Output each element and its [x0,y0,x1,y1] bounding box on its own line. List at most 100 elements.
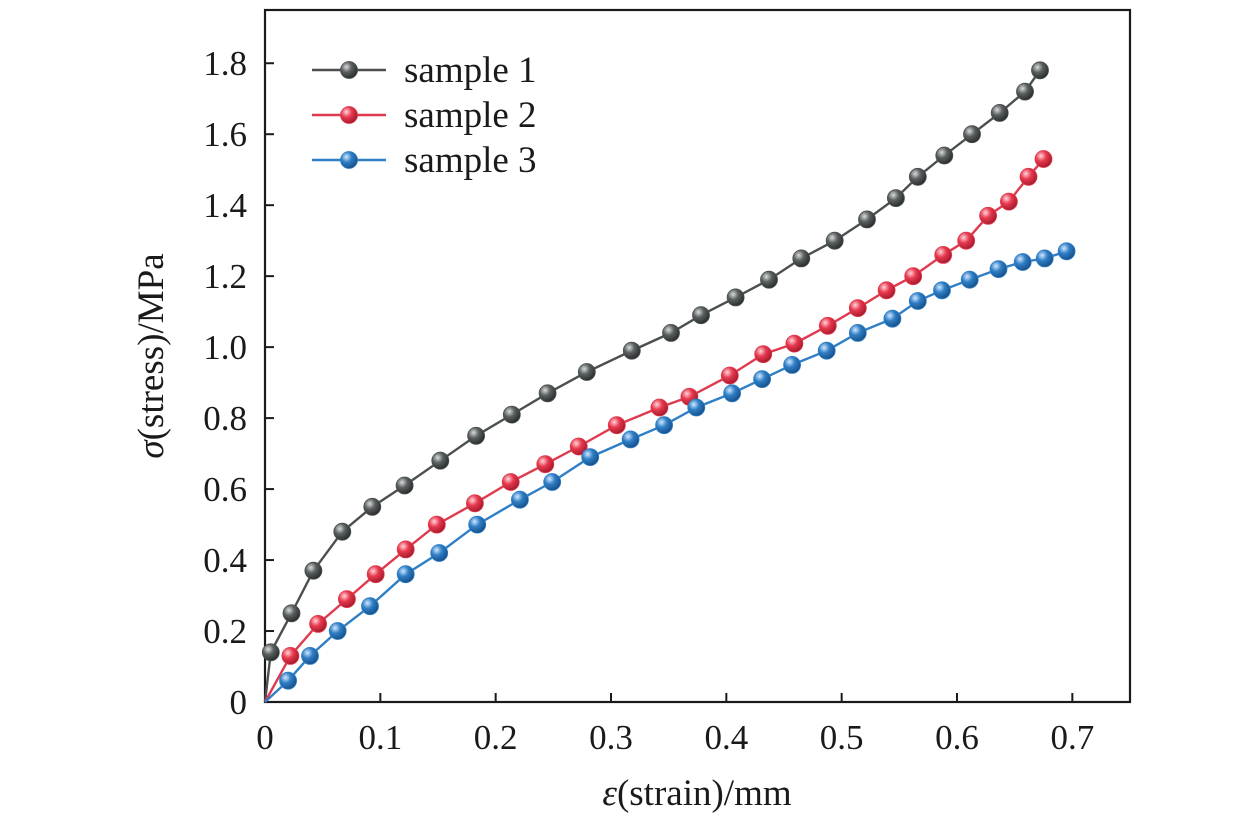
series-3-point [908,292,927,310]
x-tick-label: 0 [256,718,274,757]
series-2-point [366,565,385,584]
legend-label: sample 3 [404,140,537,181]
legend-item-3: sample 3 [312,140,537,181]
y-tick-label: 0.4 [203,541,247,580]
legend-marker [340,61,358,79]
series-3-point [848,323,867,342]
series-1-point [1016,82,1034,101]
series-1-point [1031,61,1049,80]
series-2-point [337,590,356,608]
series-2-point [1000,192,1018,211]
series-3-point [468,515,487,534]
series-1-point [692,306,710,325]
series-1-line [263,69,1041,703]
y-tick-label: 1.6 [203,115,247,154]
legend-item-1: sample 1 [312,50,537,91]
series-3-point [361,597,379,616]
y-axis-symbol: σ [131,439,172,459]
series-1-point [333,522,352,541]
series-1-point [858,210,876,229]
series-3-point [396,565,415,584]
series-3-point [1013,253,1032,271]
series-2-point [877,281,896,300]
series-3-point [723,384,741,403]
x-axis-title: ε(strain)/mm [602,773,791,814]
series-3-point [783,355,801,374]
series-2-point [281,647,300,665]
x-tick-label: 0.4 [704,718,748,757]
series-3-point [989,260,1008,279]
x-tick-label: 0.6 [935,718,979,757]
series-2-point [720,366,739,385]
series-3-point [960,270,979,289]
legend-item-2: sample 2 [312,95,537,136]
series-2-point [754,345,773,364]
series-2-point [1034,150,1053,168]
series-1-point [467,426,486,445]
series-3-point [301,647,319,665]
series-1-point [622,341,641,360]
y-axis-ticks: 0 0.2 0.4 0.6 0.8 1.0 1.2 1.4 1.6 1.8 [203,44,274,722]
series-2 [263,150,1053,703]
x-axis-ticks: 0 0.1 0.2 0.3 0.4 0.5 0.6 0.7 [256,693,1094,757]
series-2-point [427,515,446,534]
series-2-point [979,206,997,225]
series-3-point [279,671,298,690]
series-2-point [818,316,837,335]
x-axis-symbol: ε [602,773,617,814]
series-1 [261,61,1049,703]
series-1-point [577,363,596,381]
series-3-line [264,250,1067,703]
series-1-point [908,167,927,186]
series-2-point [650,398,669,417]
x-tick-label: 0.5 [820,718,864,757]
series-1-point [963,125,981,144]
series-3-point [511,490,529,509]
x-tick-label: 0.2 [474,718,518,757]
series-1-point [825,231,844,250]
legend-label: sample 1 [404,50,537,91]
series-1-point [887,189,905,208]
series-2-point [904,267,923,286]
x-axis-unit: (strain)/mm [617,773,792,814]
legend-marker [340,151,358,169]
x-tick-label: 0.3 [589,718,633,757]
series-3-point [687,398,706,417]
series-layer [261,61,1076,703]
series-2-point [501,473,520,491]
series-1-point [431,451,450,470]
series-2-point [848,299,867,318]
series-1-point [792,249,811,268]
series-1-point [935,146,954,165]
series-3 [264,242,1076,703]
series-1-point [990,104,1009,122]
series-1-point [395,476,414,495]
legend-marker [340,106,358,124]
series-3-point [581,448,600,467]
legend-label: sample 2 [404,95,537,136]
y-tick-label: 1.2 [203,257,247,296]
y-axis-unit: (stress)/MPa [131,253,172,440]
series-2-point [465,494,484,513]
y-tick-label: 0.8 [203,399,247,438]
series-1-point [662,323,680,342]
series-2-point [934,245,953,264]
series-3-point [1035,249,1054,268]
series-3-point [1057,242,1076,261]
series-3-point [655,416,673,435]
y-axis-title: σ(stress)/MPa [131,253,172,458]
y-tick-label: 1.0 [203,328,247,367]
series-1-point [502,405,521,424]
series-2-point [607,416,626,435]
series-2-point [1019,167,1038,186]
series-3-point [543,473,562,491]
series-3-point [817,341,836,360]
series-2-point [785,334,804,353]
series-1-point [726,288,745,307]
x-tick-label: 0.1 [358,718,402,757]
series-3-point [753,370,771,389]
series-3-point [883,309,902,328]
series-1-point [363,497,382,516]
